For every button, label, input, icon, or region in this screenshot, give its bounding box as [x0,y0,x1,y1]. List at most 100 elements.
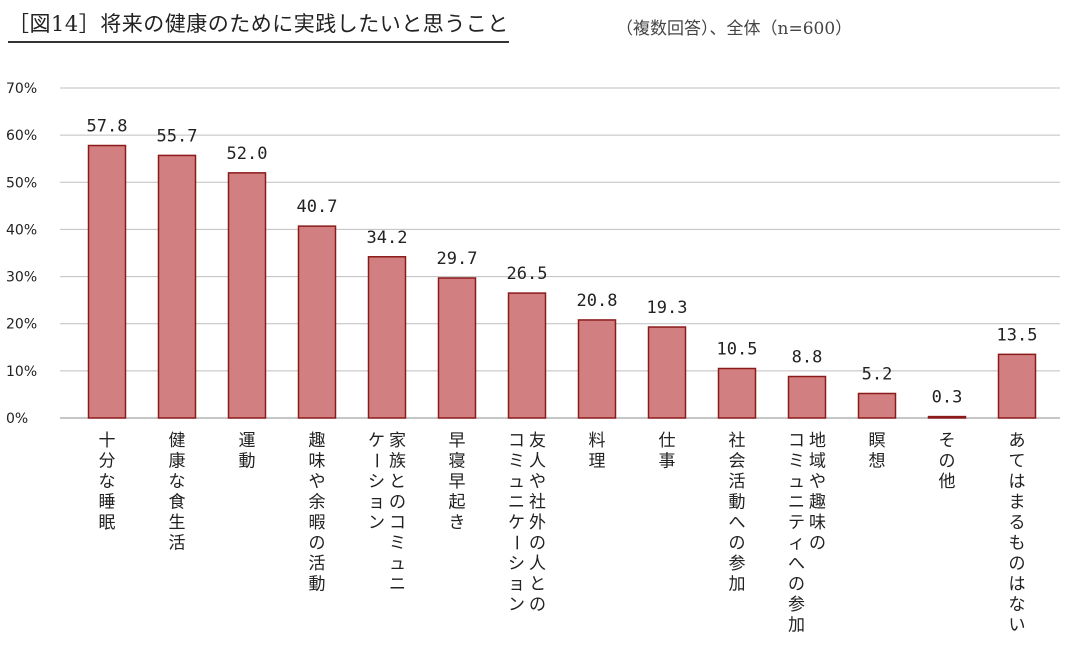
category-label-char: 健 [169,431,186,451]
category-label-char: て [1009,452,1026,472]
category-label-char: 加 [729,575,746,595]
category-label-char: あ [1009,431,1026,451]
category-label-char: シ [368,472,385,492]
bar [437,277,477,419]
category-label-char: 余 [309,493,326,513]
category-label-char: な [99,472,116,492]
y-tick-label: 0% [6,411,28,427]
category-label-char: ィ [788,534,805,554]
category-label-char: 瞑 [869,431,886,451]
category-label-char: ケ [368,431,385,451]
category-label-char: 会 [729,452,746,472]
category-label-char: は [1009,575,1026,595]
category-label-char: ュ [389,554,406,574]
y-tick-label: 40% [6,222,37,238]
y-tick-label: 30% [6,270,37,286]
category-label-char: と [529,575,546,595]
data-label: 8.8 [792,348,823,368]
category-label-char: の [1009,554,1026,574]
category-label: 運動 [239,431,256,472]
category-label-char: 域 [809,452,826,472]
category-label-char: ケ [508,513,525,533]
bar [297,225,337,419]
category-label-char: シ [508,554,525,574]
category-label-char: 十 [99,431,116,451]
y-tick-label: 20% [6,317,37,333]
category-label-char: ミ [389,534,406,554]
category-label-char: の [309,534,326,554]
category-label-char: の [389,493,406,513]
category-label-char: 生 [169,513,186,533]
category-label-char: る [1009,513,1026,533]
data-label: 0.3 [932,388,963,408]
bar [367,256,407,419]
bar [157,154,197,419]
category-label: 仕事 [659,431,676,472]
category-label-char: 家 [389,431,406,451]
category-label-char: そ [939,431,956,451]
bar [577,319,617,419]
category-label-char: 理 [589,452,606,472]
category-label-char: コ [788,431,805,451]
data-label: 34.2 [367,228,408,248]
category-label-char: や [529,472,546,492]
category-label-char: 分 [99,452,116,472]
category-label-char: 他 [939,472,956,492]
data-label: 29.7 [437,249,478,269]
category-label-char: ー [506,534,526,551]
data-label: 10.5 [717,340,758,360]
category-label-char: ュ [788,472,805,492]
category-label-char: 起 [449,493,466,513]
data-label: 13.5 [997,325,1038,345]
y-tick-label: 10% [6,364,37,380]
category-label-char: 社 [729,431,746,451]
category-label-char: 食 [169,493,186,513]
category-label-char: 事 [659,452,676,472]
y-tick-label: 70% [6,81,37,97]
category-label-char: の [529,534,546,554]
bar [787,375,827,419]
category-label-char: 参 [729,554,746,574]
category-label-char: ニ [389,575,406,595]
category-label-char: 想 [869,452,886,472]
category-label-char: 康 [169,452,186,472]
category-label-char: 早 [449,431,466,451]
category-label-char: テ [788,513,805,533]
category-label-char: 睡 [99,493,116,513]
category-label-char: 友 [529,431,546,451]
category-label-char: の [729,534,746,554]
y-tick-label: 60% [6,128,37,144]
category-label-char: の [939,452,956,472]
data-label: 5.2 [862,364,893,384]
category-label-char: 味 [309,452,326,472]
category-label-char: 料 [589,431,606,451]
bar [227,172,267,419]
category-label-char: 地 [809,431,826,451]
category-label-char: 人 [529,452,546,472]
category-label-char: 仕 [659,431,676,451]
category-label-char: い [1009,616,1026,636]
category-label-char: も [1009,534,1026,554]
category-label-char: 人 [529,554,546,574]
bar [87,144,127,419]
chart-title: ［図14］将来の健康のために実践したいと思うこと [8,8,509,43]
data-label: 52.0 [227,144,268,164]
category-label-char: の [788,575,805,595]
category-label-char: ニ [788,493,805,513]
category-label-char: や [809,472,826,492]
category-label-char: 趣 [309,431,326,451]
category-label-char: ミ [508,452,525,472]
data-label: 20.8 [577,291,618,311]
category-label-char: コ [508,431,525,451]
category-label-char: ョ [368,493,385,513]
title-row: ［図14］将来の健康のために実践したいと思うこと （複数回答）、全体（n=600… [8,8,1058,43]
category-label-char: 活 [729,472,746,492]
category-label-char: ニ [508,493,525,513]
category-label-char: 趣 [809,493,826,513]
